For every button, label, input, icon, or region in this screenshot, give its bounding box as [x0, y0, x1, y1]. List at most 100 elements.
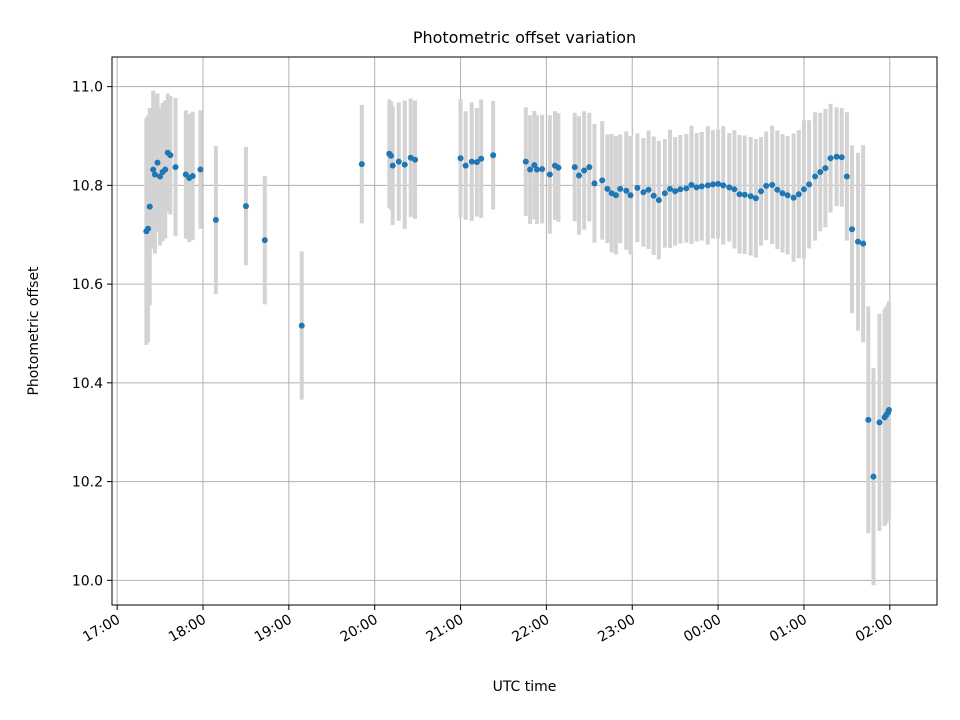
data-point	[860, 240, 867, 247]
data-point	[298, 322, 305, 329]
data-point	[704, 182, 711, 189]
data-point	[571, 164, 578, 171]
x-tick-label: 00:00	[681, 612, 724, 646]
x-axis-label: UTC time	[493, 679, 557, 695]
data-point	[151, 171, 158, 178]
data-point	[763, 182, 770, 189]
data-point	[395, 158, 402, 165]
data-point	[849, 226, 856, 233]
data-point	[812, 173, 819, 180]
data-point	[715, 180, 722, 187]
data-point	[401, 161, 408, 168]
data-point	[833, 153, 840, 160]
data-point	[591, 180, 598, 187]
data-point	[576, 172, 583, 179]
data-point	[736, 191, 743, 198]
data-point	[800, 186, 807, 193]
data-point	[790, 194, 797, 201]
data-point	[261, 237, 268, 244]
data-point	[752, 195, 759, 202]
data-point	[698, 183, 705, 190]
data-point	[531, 162, 538, 169]
x-tick-label: 20:00	[338, 612, 381, 646]
data-point	[599, 177, 606, 184]
data-point	[473, 159, 480, 166]
y-tick-label: 10.6	[72, 277, 103, 293]
data-point	[795, 191, 802, 198]
data-point	[667, 185, 674, 192]
chart-title: Photometric offset variation	[413, 28, 636, 47]
data-point	[604, 185, 611, 192]
data-point	[634, 184, 641, 191]
data-point	[623, 187, 630, 194]
data-point	[154, 159, 161, 166]
data-point	[843, 173, 850, 180]
data-point	[172, 164, 179, 171]
data-point	[478, 155, 485, 162]
data-point	[358, 161, 365, 168]
data-point	[533, 166, 540, 173]
data-point	[539, 166, 546, 173]
data-point	[645, 186, 652, 193]
x-tick-label: 22:00	[509, 612, 552, 646]
data-point	[457, 155, 464, 162]
data-point	[627, 192, 634, 199]
grid-layer	[112, 57, 937, 605]
data-point	[586, 164, 593, 171]
data-point	[683, 185, 690, 192]
data-point	[885, 406, 892, 413]
y-tick-label: 10.2	[72, 475, 103, 491]
data-point	[522, 158, 529, 165]
data-point	[527, 166, 534, 173]
data-point	[779, 190, 786, 197]
y-axis-label: Photometric offset	[26, 266, 42, 396]
data-point	[758, 188, 765, 195]
data-point	[167, 152, 174, 159]
data-point	[462, 162, 469, 169]
data-point	[726, 184, 733, 191]
data-point	[468, 158, 475, 165]
data-point	[581, 167, 588, 174]
data-point	[412, 156, 419, 163]
data-point	[655, 197, 662, 204]
data-point	[709, 181, 716, 188]
x-tick-label: 18:00	[166, 612, 209, 646]
data-point	[876, 419, 883, 426]
data-point	[838, 154, 845, 161]
data-point	[817, 169, 824, 176]
data-point	[612, 192, 619, 199]
data-point	[555, 164, 562, 171]
data-point	[827, 155, 834, 162]
data-point	[617, 185, 624, 192]
data-point	[688, 181, 695, 188]
data-point	[661, 190, 668, 197]
plot-frame	[111, 56, 938, 606]
y-tick-label: 11.0	[72, 80, 103, 96]
data-point	[774, 186, 781, 193]
data-point	[855, 238, 862, 245]
data-point	[150, 166, 157, 173]
x-tick-label: 19:00	[252, 612, 295, 646]
data-point	[865, 416, 872, 423]
data-point	[388, 152, 395, 159]
data-point	[546, 171, 553, 178]
data-point	[146, 203, 153, 210]
data-point	[769, 181, 776, 188]
y-tick-label: 10.0	[72, 573, 103, 589]
data-point	[672, 188, 679, 195]
data-point	[189, 172, 196, 179]
data-point	[490, 152, 497, 159]
data-point	[145, 225, 152, 232]
errorbar-layer	[144, 90, 891, 586]
data-point	[242, 203, 249, 210]
x-tick-label: 01:00	[767, 612, 810, 646]
data-point	[197, 166, 204, 173]
point-layer	[143, 149, 892, 480]
x-tick-label: 21:00	[424, 612, 467, 646]
data-point	[162, 166, 169, 173]
data-point	[212, 216, 219, 223]
data-point	[741, 191, 748, 198]
data-point	[806, 181, 813, 188]
data-point	[640, 189, 647, 196]
data-point	[731, 186, 738, 193]
